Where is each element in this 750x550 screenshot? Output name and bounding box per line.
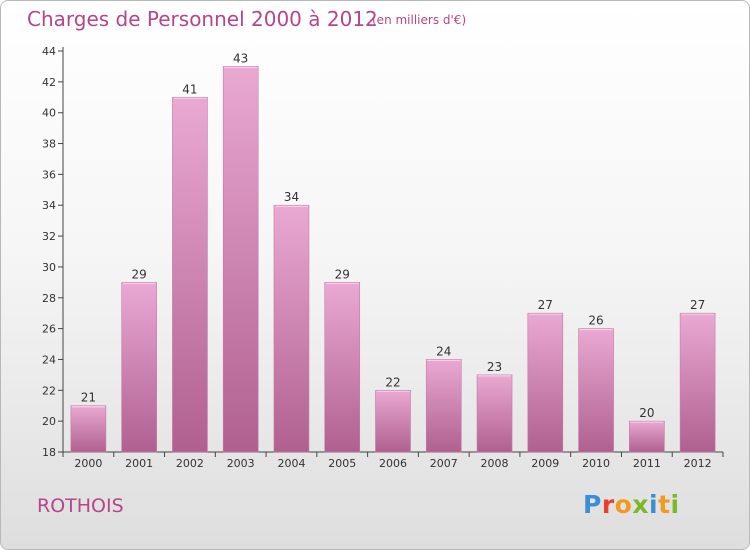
y-tick-label: 26 — [42, 323, 56, 336]
x-axis: 2000 2001 2002 2003 2004 2005 2006 2007 2008 2009… — [62, 451, 724, 470]
x-tick-label: 2005 — [328, 457, 356, 470]
chart-title: Charges de Personnel 2000 à 2012 — [27, 7, 378, 31]
data-label: 27 — [538, 298, 553, 312]
bar-2009 — [527, 312, 564, 453]
data-label: 41 — [182, 82, 197, 96]
bar-2005 — [324, 282, 361, 453]
y-tick-label: 30 — [42, 261, 56, 274]
bars: 21 29 41 43 34 29 22 24 23 27 26 20 27 — [70, 51, 716, 453]
proxiti-logo: Proxiti — [583, 490, 680, 519]
x-tick-label: 2009 — [531, 457, 559, 470]
y-tick-label: 20 — [42, 415, 56, 428]
y-tick-label: 38 — [42, 138, 56, 151]
x-tick-label: 2012 — [684, 457, 712, 470]
logo-letter: P — [583, 490, 602, 519]
logo-letter: r — [601, 490, 615, 519]
x-tick-label: 2011 — [633, 457, 661, 470]
data-label: 24 — [436, 344, 451, 358]
logo-letter: t — [658, 490, 671, 519]
data-label: 20 — [639, 406, 654, 420]
x-tick-label: 2001 — [125, 457, 153, 470]
data-label: 43 — [233, 51, 248, 65]
y-axis: 18 20 22 24 26 28 30 32 34 36 38 40 42 44 — [42, 45, 64, 459]
y-tick-label: 36 — [42, 168, 56, 181]
y-tick-label: 42 — [42, 76, 56, 89]
bar-2002 — [172, 96, 208, 453]
x-tick-label: 2000 — [74, 457, 102, 470]
bar-2010 — [578, 328, 614, 453]
data-label: 29 — [335, 267, 350, 281]
logo-letter: x — [632, 490, 649, 519]
data-label: 23 — [487, 360, 502, 374]
data-label: 21 — [81, 391, 96, 405]
y-tick-label: 22 — [42, 384, 56, 397]
data-label: 29 — [132, 267, 147, 281]
logo-letter: i — [649, 490, 659, 519]
y-tick-label: 32 — [42, 230, 56, 243]
y-tick-label: 40 — [42, 107, 56, 120]
y-tick-label: 28 — [42, 292, 56, 305]
x-tick-label: 2004 — [277, 457, 305, 470]
bar-2004 — [273, 204, 310, 453]
logo-letter: i — [670, 490, 680, 519]
data-label: 22 — [385, 375, 400, 389]
x-tick-label: 2007 — [430, 457, 458, 470]
x-tick-label: 2008 — [481, 457, 509, 470]
x-tick-label: 2010 — [582, 457, 610, 470]
chart-unit-note: (en milliers d'€) — [372, 13, 467, 27]
logo-letter: o — [614, 490, 633, 519]
y-tick-label: 34 — [42, 199, 56, 212]
bar-2000 — [70, 405, 107, 453]
commune-name: ROTHOIS — [37, 495, 124, 517]
y-tick-label: 18 — [42, 446, 56, 459]
bar-2006 — [375, 390, 411, 453]
x-tick-label: 2006 — [379, 457, 407, 470]
data-label: 26 — [588, 314, 603, 328]
bar-2003 — [222, 66, 259, 453]
data-label: 34 — [284, 190, 299, 204]
bar-2007 — [425, 359, 462, 453]
bar-2008 — [476, 374, 513, 453]
x-tick-label: 2002 — [176, 457, 204, 470]
bar-2001 — [121, 282, 157, 453]
bar-2012 — [679, 312, 716, 453]
y-tick-label: 24 — [42, 353, 56, 366]
data-label: 27 — [690, 298, 705, 312]
y-tick-label: 44 — [42, 45, 56, 58]
bar-2011 — [629, 420, 665, 453]
x-tick-label: 2003 — [227, 457, 255, 470]
